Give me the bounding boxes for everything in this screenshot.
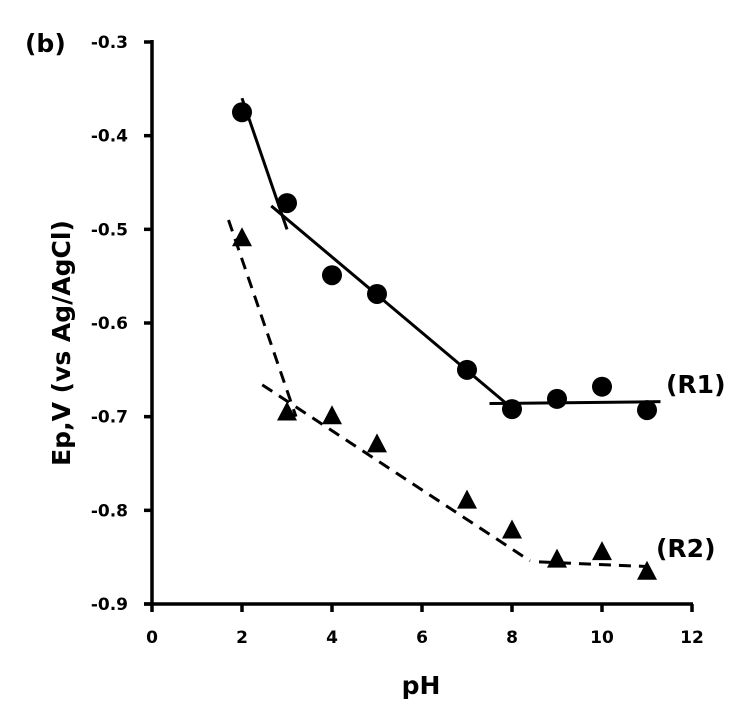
data-point-r2 — [232, 227, 252, 247]
x-tick-label: 12 — [680, 628, 704, 648]
x-tick-label: 4 — [326, 628, 338, 648]
axes — [144, 40, 693, 606]
y-axis-title: Ep,V (vs Ag/AgCl) — [47, 220, 76, 466]
data-point-r1 — [277, 193, 297, 214]
data-point-r1 — [322, 265, 342, 286]
data-point-r1 — [502, 399, 522, 420]
data-point-r2 — [322, 405, 342, 425]
series-label-r2: (R2) — [656, 534, 716, 563]
data-point-r2 — [592, 541, 612, 561]
series-label-r1: (R1) — [666, 370, 726, 399]
data-point-r1 — [547, 388, 567, 409]
x-tick-label: 8 — [506, 628, 518, 648]
data-point-r2 — [502, 519, 522, 539]
data-point-r2 — [637, 560, 657, 580]
data-markers — [232, 102, 657, 580]
fit-line-2-segment-3 — [538, 560, 648, 569]
y-tick-label: -0.7 — [91, 408, 128, 428]
x-tick-label: 6 — [416, 628, 428, 648]
fit-lines — [227, 97, 661, 569]
panel-label: (b) — [25, 29, 66, 58]
y-tick-label: -0.9 — [91, 595, 128, 615]
data-point-r1 — [232, 102, 252, 123]
y-ticks: -0.3 -0.4 -0.5 -0.6 -0.7 -0.8 -0.9 — [91, 33, 152, 615]
data-point-r1 — [457, 359, 477, 380]
fit-line-2-segment-2 — [261, 383, 531, 563]
data-point-r1 — [367, 283, 387, 304]
data-point-r1 — [637, 400, 657, 421]
y-tick-label: -0.3 — [91, 33, 128, 53]
data-point-r2 — [457, 489, 477, 509]
data-point-r2 — [547, 548, 567, 568]
x-tick-label: 10 — [590, 628, 614, 648]
y-tick-label: -0.8 — [91, 501, 128, 521]
x-ticks: 0 2 4 6 8 10 12 — [146, 604, 704, 648]
x-axis-title: pH — [402, 671, 441, 700]
y-tick-label: -0.4 — [91, 127, 128, 147]
y-tick-label: -0.5 — [91, 220, 128, 240]
data-point-r2 — [277, 401, 297, 421]
x-tick-label: 2 — [236, 628, 248, 648]
y-tick-label: -0.6 — [91, 314, 128, 334]
x-tick-label: 0 — [146, 628, 158, 648]
data-point-r1 — [592, 376, 612, 397]
fit-line-2-segment-1 — [227, 219, 298, 418]
data-point-r2 — [367, 433, 387, 453]
